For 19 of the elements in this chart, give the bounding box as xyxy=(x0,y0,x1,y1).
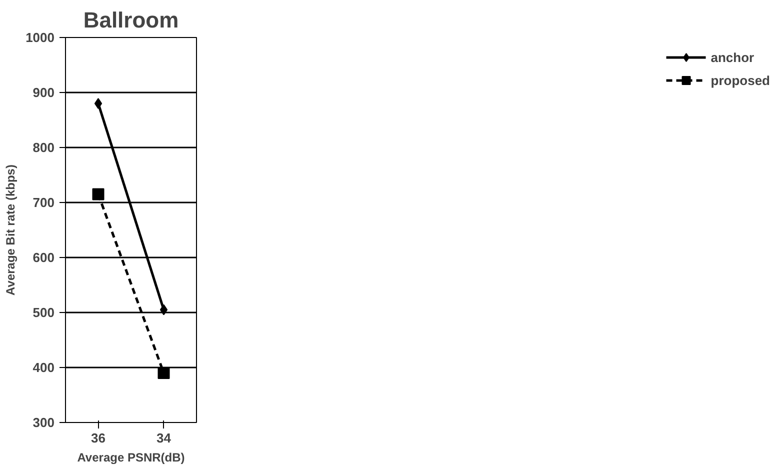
x-tick-label: 36 xyxy=(91,430,106,446)
y-tick-label: 1000 xyxy=(26,30,54,45)
y-tick-label: 600 xyxy=(32,250,55,265)
point xyxy=(158,367,170,379)
legend-label: anchor xyxy=(710,50,754,64)
point xyxy=(94,98,102,109)
y-tick-label: 900 xyxy=(32,85,55,100)
point xyxy=(92,188,104,200)
y-tick-label: 700 xyxy=(32,195,55,210)
y-tick-label: 300 xyxy=(32,415,55,430)
y-axis-title: Average Bit rate (kbps) xyxy=(4,164,18,296)
legend-label: proposed xyxy=(710,72,770,88)
x-axis-title: Average PSNR(dB) xyxy=(77,450,185,464)
point xyxy=(160,304,168,316)
x-tick-label: 34 xyxy=(156,430,172,446)
y-tick-label: 500 xyxy=(32,305,55,320)
y-tick-label: 400 xyxy=(32,360,55,375)
y-tick-label: 800 xyxy=(32,140,55,155)
chart-title: Ballroom xyxy=(83,8,179,32)
